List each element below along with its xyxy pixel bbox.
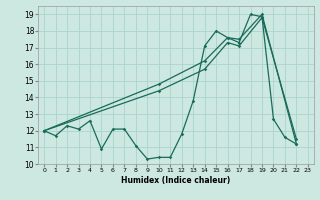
X-axis label: Humidex (Indice chaleur): Humidex (Indice chaleur): [121, 176, 231, 185]
